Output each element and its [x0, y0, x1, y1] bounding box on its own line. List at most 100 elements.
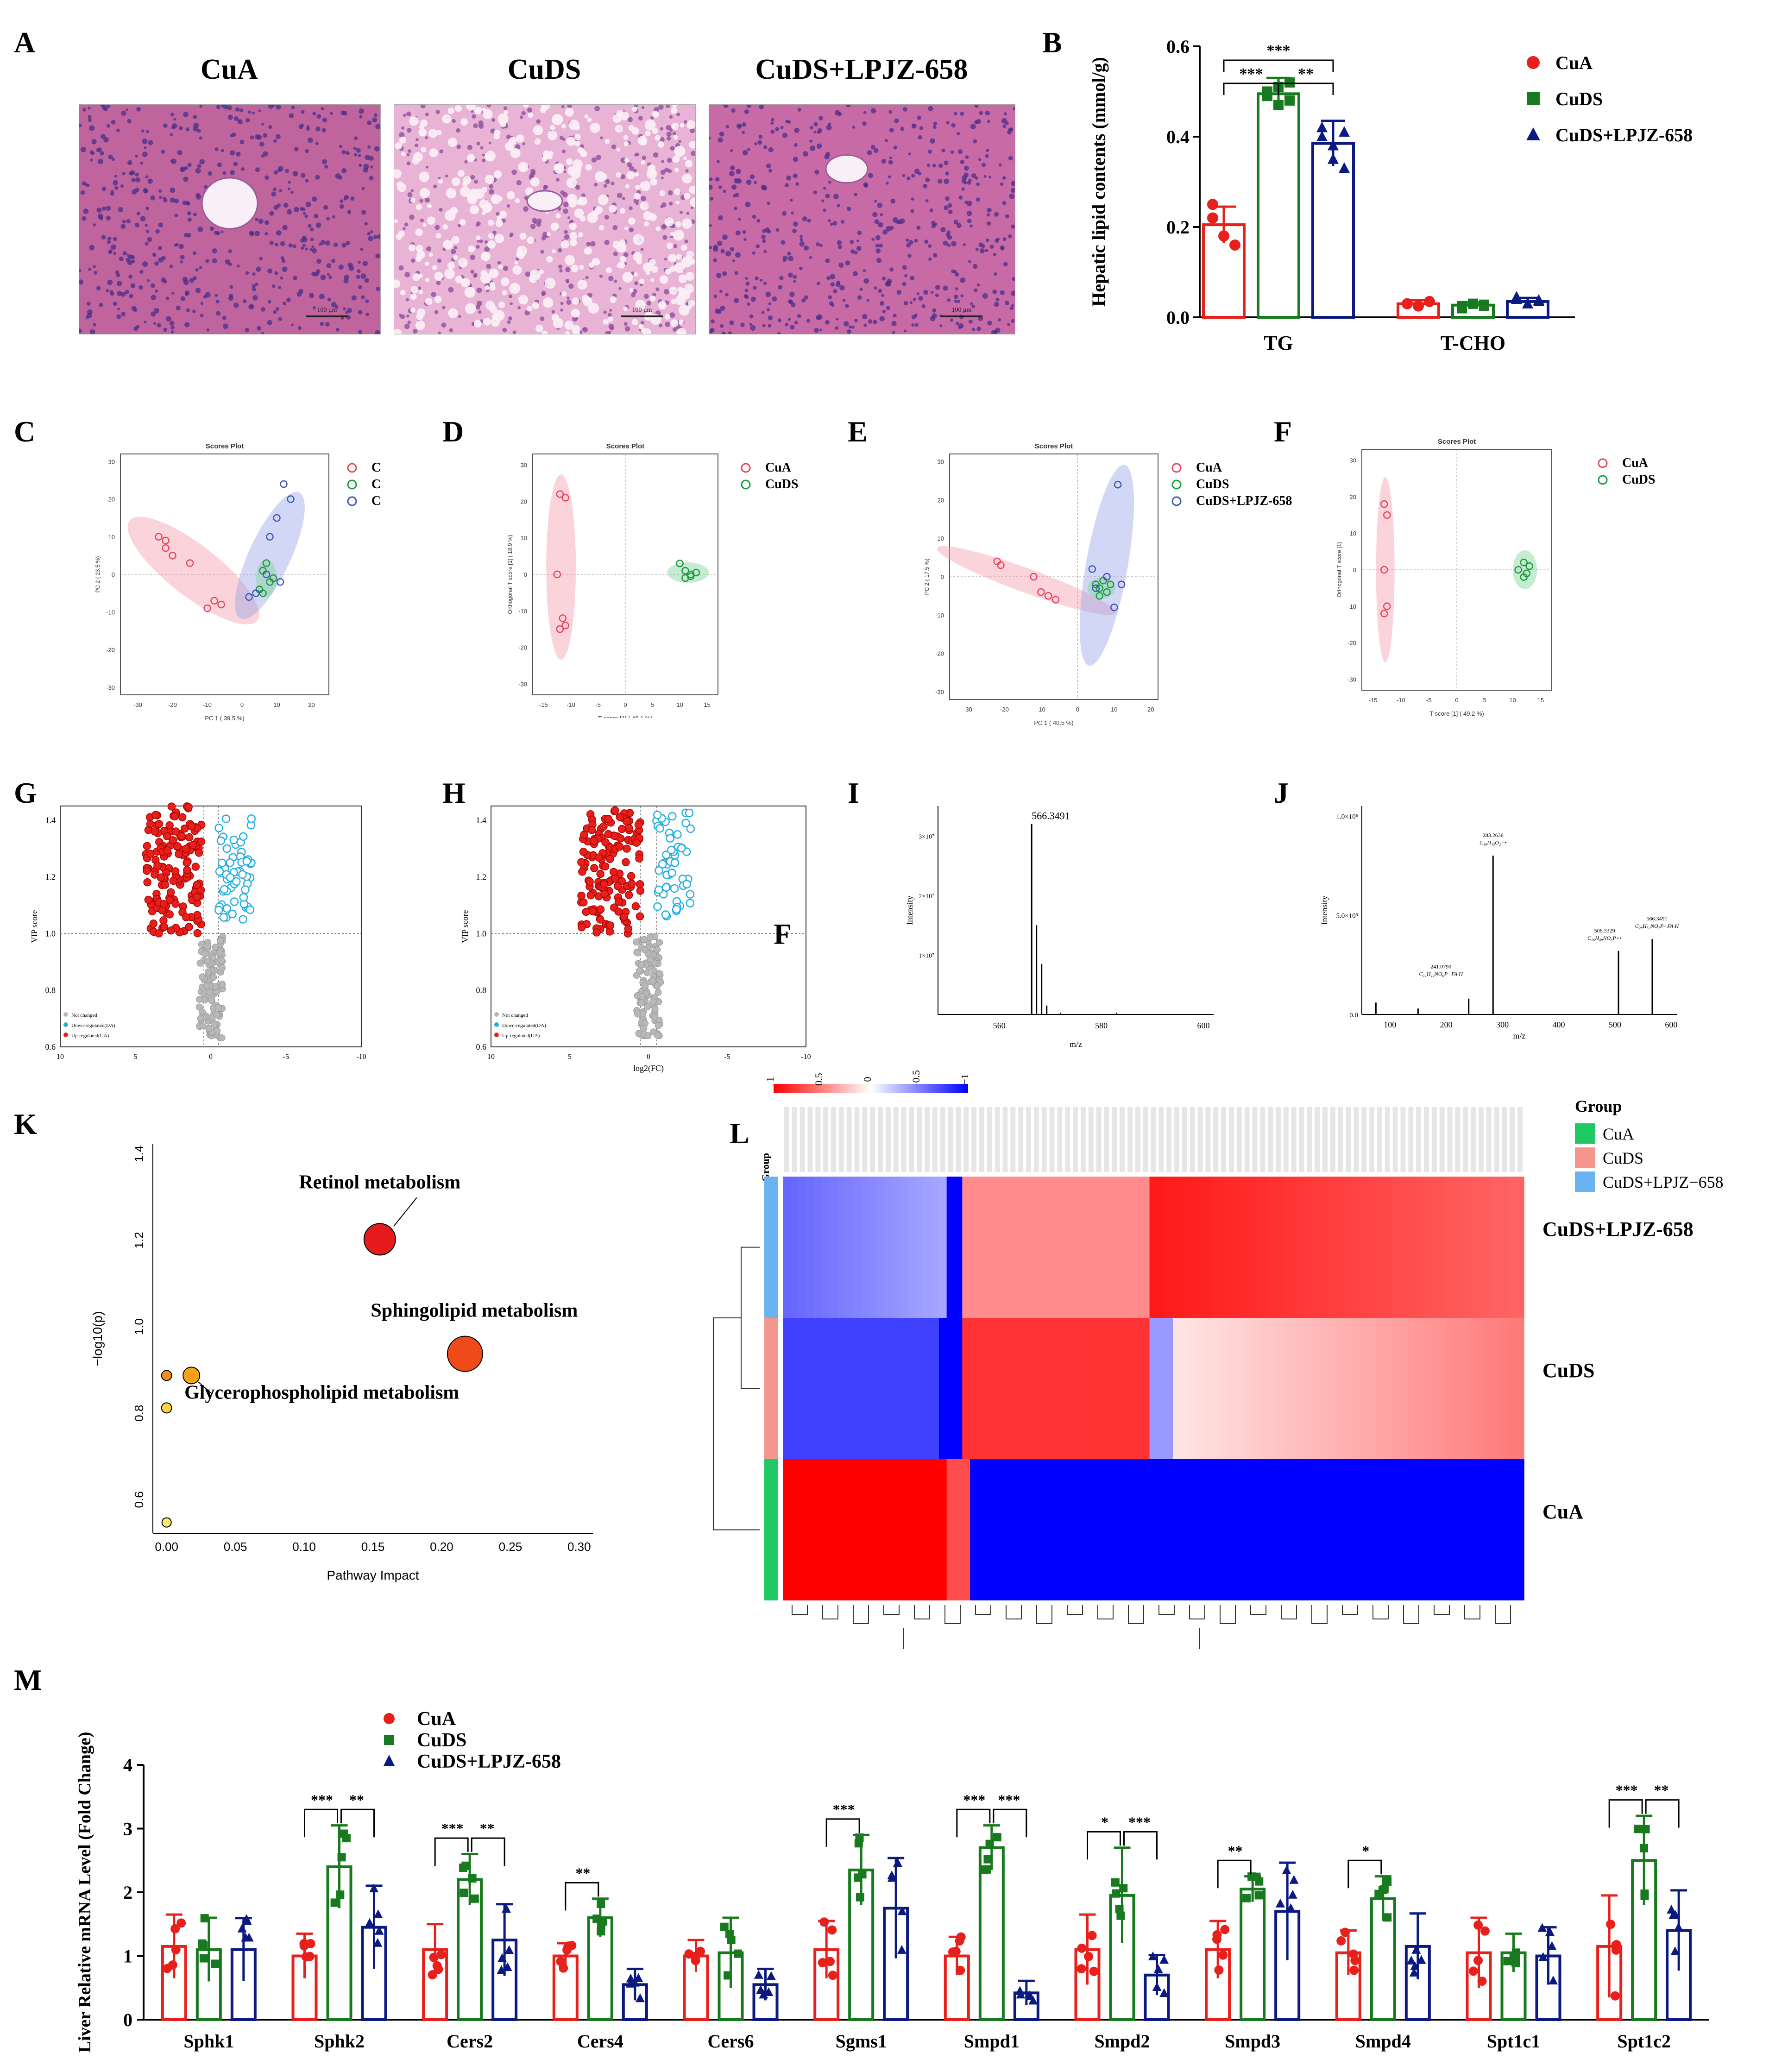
- heatmap-cell: [1516, 1459, 1524, 1600]
- nucleus: [302, 235, 306, 240]
- nucleus: [178, 244, 184, 249]
- data-point: [1220, 1925, 1230, 1934]
- significance-bracket: [1608, 1799, 1643, 1828]
- data-point: [854, 1839, 863, 1848]
- nucleus: [170, 330, 174, 334]
- y-tick-label: 30: [1350, 457, 1356, 464]
- pathway-label: Sphingolipid metabolism: [371, 1300, 578, 1322]
- lipid-vacuole: [473, 320, 482, 328]
- lipid-vacuole: [677, 286, 683, 292]
- nucleus: [575, 185, 580, 190]
- nucleus: [301, 246, 304, 250]
- nucleus: [431, 292, 436, 297]
- x-tick-label: 10: [273, 701, 280, 708]
- nucleus: [983, 175, 987, 178]
- heatmap-cell: [1228, 1318, 1236, 1459]
- nucleus: [357, 269, 361, 273]
- heatmap-cell: [1259, 1318, 1267, 1459]
- column-label-placeholder: [885, 1107, 891, 1172]
- x-axis-label: log2(FC): [633, 1064, 664, 1073]
- column-label-placeholder: [1439, 1107, 1445, 1172]
- nucleus: [678, 140, 681, 143]
- nucleus: [182, 277, 188, 282]
- nucleus: [762, 185, 768, 191]
- lipid-vacuole: [451, 236, 460, 244]
- heatmap-row-label: CuA: [1542, 1500, 1583, 1523]
- nucleus: [743, 150, 748, 156]
- nucleus: [673, 327, 677, 332]
- point-down-regulated: [655, 824, 664, 833]
- nucleus: [938, 163, 943, 168]
- lipid-vacuole: [633, 234, 644, 246]
- lipid-vacuole: [420, 146, 427, 153]
- nucleus: [944, 178, 950, 184]
- data-point: [1410, 1961, 1420, 1970]
- lipid-vacuole: [495, 219, 503, 227]
- heatmap-cell: [1336, 1177, 1345, 1318]
- nucleus: [529, 173, 534, 178]
- nucleus: [888, 110, 892, 114]
- data-point: [470, 1894, 479, 1903]
- column-label-placeholder: [1408, 1107, 1414, 1172]
- nucleus: [214, 294, 218, 297]
- nucleus: [638, 116, 643, 121]
- nucleus: [813, 190, 817, 195]
- data-point: [429, 1952, 439, 1962]
- nucleus: [985, 154, 989, 158]
- nucleus: [237, 119, 243, 125]
- lipid-vacuole: [684, 283, 694, 294]
- heatmap-cell: [1259, 1177, 1267, 1318]
- nucleus: [227, 114, 233, 120]
- score-point: [1380, 500, 1388, 508]
- heatmap-cell: [845, 1459, 854, 1600]
- nucleus: [275, 105, 281, 110]
- legend-marker: [1526, 127, 1540, 140]
- nucleus: [180, 255, 185, 260]
- nucleus: [896, 220, 900, 225]
- nucleus: [512, 330, 516, 334]
- nucleus: [321, 107, 324, 111]
- data-point: [1606, 1920, 1616, 1929]
- nucleus: [236, 151, 241, 157]
- nucleus: [945, 171, 950, 176]
- nucleus: [508, 316, 513, 321]
- nucleus: [759, 278, 763, 282]
- nucleus: [749, 323, 752, 326]
- nucleus: [768, 315, 773, 321]
- nucleus: [768, 324, 772, 328]
- nucleus: [228, 294, 233, 298]
- nucleus: [722, 271, 727, 276]
- point-up-regulated: [590, 837, 598, 845]
- nucleus: [664, 289, 669, 295]
- data-point: [330, 1898, 339, 1907]
- y-tick-label: 10: [521, 535, 527, 542]
- nucleus: [669, 312, 675, 318]
- nucleus: [689, 128, 695, 133]
- nucleus: [842, 299, 846, 302]
- heatmap-cell: [900, 1177, 908, 1318]
- legend-marker: [1171, 463, 1182, 473]
- heatmap-cell: [1212, 1177, 1220, 1318]
- y-tick-label: 3×10⁷: [919, 833, 934, 840]
- nucleus: [803, 151, 808, 157]
- heatmap-cell: [1407, 1318, 1416, 1459]
- lipid-vacuole: [589, 262, 594, 268]
- nucleus: [489, 184, 494, 189]
- nucleus: [779, 276, 784, 280]
- point-down-regulated: [226, 858, 234, 867]
- data-point: [1378, 1886, 1387, 1895]
- nucleus: [116, 314, 121, 319]
- nucleus: [713, 294, 718, 298]
- point-up-regulated: [600, 880, 608, 888]
- legend-marker: [347, 496, 357, 506]
- scale-bar: [621, 315, 663, 317]
- nucleus: [933, 121, 938, 126]
- histology-title-cuds: CuDS: [507, 54, 581, 85]
- nucleus: [752, 286, 757, 290]
- nucleus: [995, 327, 1001, 333]
- nucleus: [222, 315, 227, 320]
- point-down-regulated: [655, 866, 663, 875]
- nucleus: [217, 162, 222, 167]
- heatmap-cell: [954, 1177, 963, 1318]
- nucleus: [720, 249, 725, 253]
